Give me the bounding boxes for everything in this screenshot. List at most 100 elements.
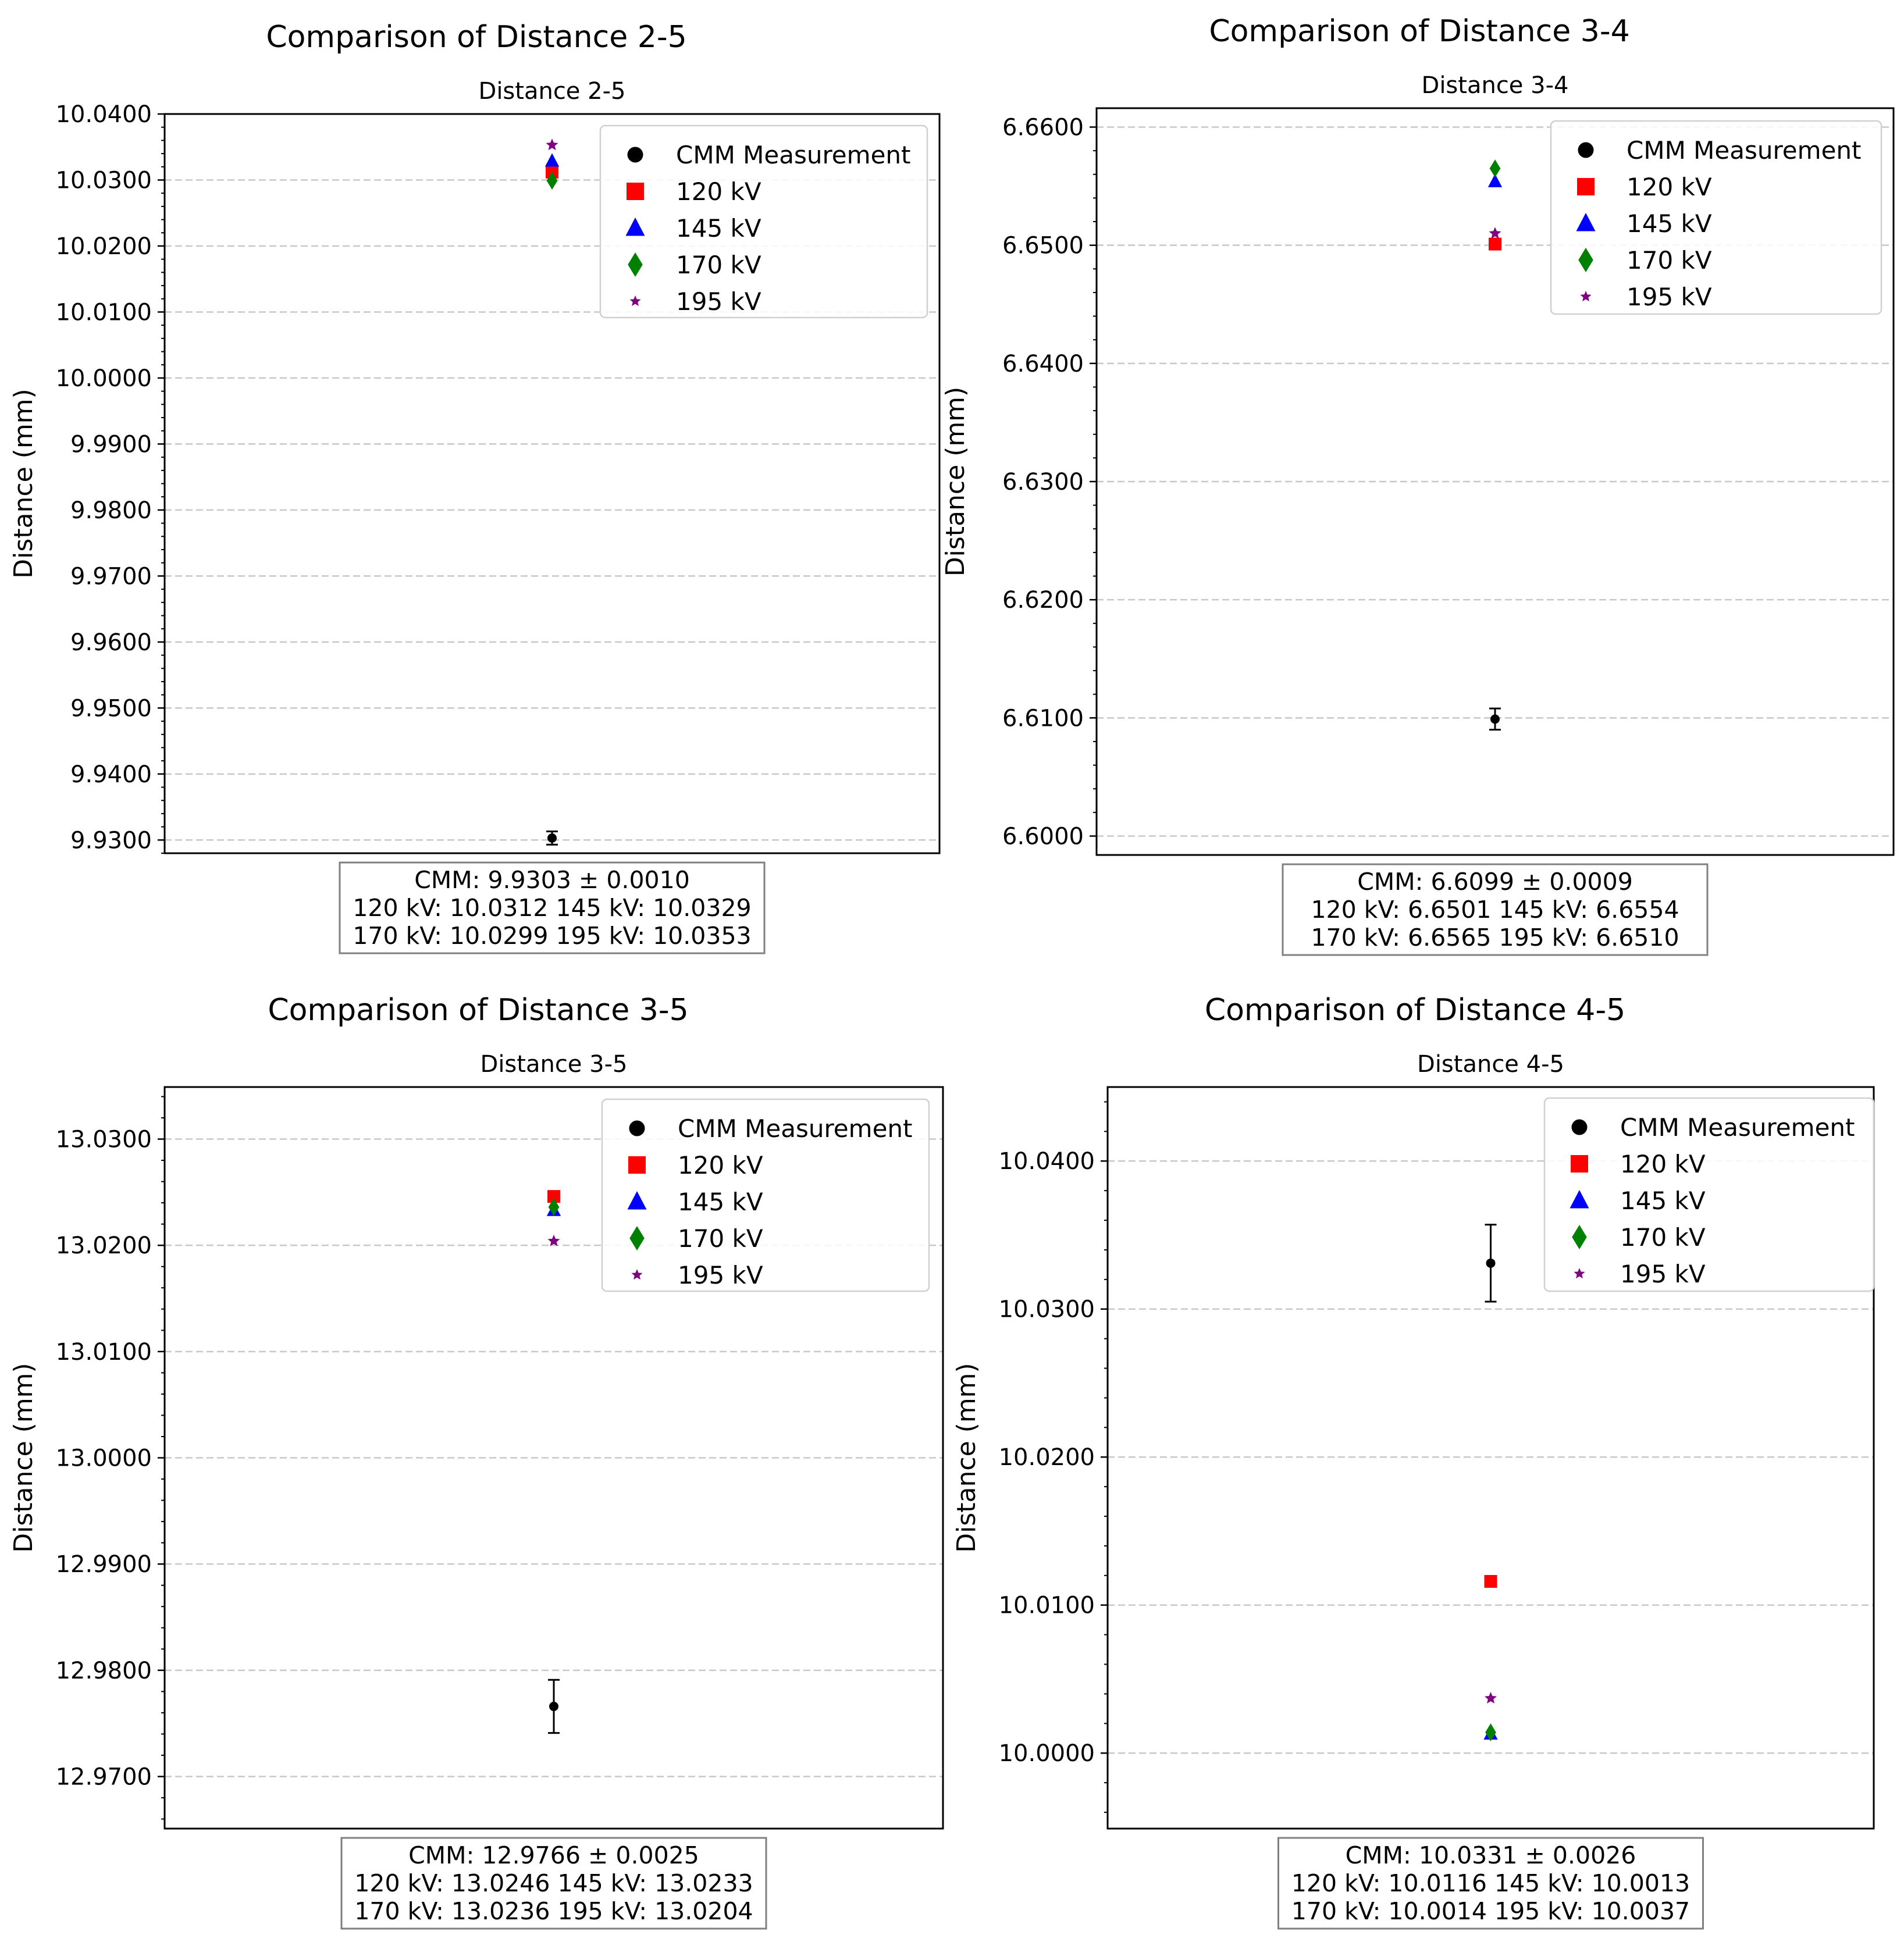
legend-marker — [1576, 213, 1596, 231]
summary-line: CMM: 12.9766 ± 0.0025 — [408, 1841, 699, 1869]
y-tick-label: 10.0400 — [56, 101, 152, 128]
point-145-kv — [544, 153, 560, 167]
cmm-point — [549, 1701, 558, 1711]
legend-marker — [1571, 1155, 1588, 1173]
point-170-kv — [546, 172, 558, 190]
legend-label: 145 kV — [676, 214, 761, 243]
legend-marker — [1574, 1268, 1585, 1279]
axes-frame — [1095, 107, 1895, 856]
legend-marker — [1578, 248, 1593, 272]
legend-label: 145 kV — [1627, 209, 1712, 238]
summary-line: 120 kV: 10.0116 145 kV: 10.0013 — [1291, 1869, 1690, 1897]
legend-label: 120 kV — [678, 1151, 763, 1180]
y-axis-label: Distance (mm) — [9, 1363, 38, 1552]
legend-label: 170 kV — [676, 251, 761, 279]
point-170-kv — [548, 1198, 560, 1216]
y-tick-label: 10.0000 — [999, 1740, 1095, 1767]
legend-marker — [628, 1156, 646, 1174]
summary-line: 120 kV: 13.0246 145 kV: 13.0233 — [354, 1869, 753, 1897]
y-tick-label: 6.6000 — [1002, 823, 1084, 850]
legend-label: 120 kV — [676, 177, 761, 206]
summary-box — [340, 1837, 767, 1930]
legend-label: 120 kV — [1620, 1150, 1706, 1178]
point-145-kv — [1487, 173, 1503, 187]
y-tick-label: 10.0200 — [56, 233, 152, 260]
y-tick-label: 9.9300 — [70, 827, 152, 854]
y-tick-label: 6.6500 — [1002, 233, 1084, 259]
y-tick-label: 10.0300 — [999, 1296, 1095, 1323]
y-tick-label: 9.9500 — [70, 695, 152, 722]
chart-panel-1: Comparison of Distance 2-5 Distance 2-5 9.… — [9, 20, 941, 954]
cmm-point — [1486, 1258, 1496, 1268]
y-tick-label: 12.9800 — [56, 1658, 152, 1684]
chart-panel-4: Comparison of Distance 4-5 Distance 4-5 10… — [952, 993, 1875, 1930]
y-tick-label: 6.6600 — [1002, 115, 1084, 141]
y-tick-label: 10.0000 — [56, 365, 152, 392]
y-tick-label: 12.9700 — [56, 1763, 152, 1790]
summary-box — [1282, 863, 1709, 956]
summary-line: 170 kV: 13.0236 195 kV: 13.0204 — [354, 1897, 753, 1925]
legend-marker — [628, 252, 643, 277]
summary-line: 120 kV: 6.6501 145 kV: 6.6554 — [1311, 896, 1679, 924]
y-tick-label: 10.0100 — [56, 299, 152, 326]
legend-marker — [629, 295, 641, 307]
y-tick-label: 9.9600 — [70, 629, 152, 656]
legend-marker — [1580, 291, 1592, 302]
chart-title: Distance 2-5 — [479, 78, 626, 105]
legend-label: 195 kV — [1620, 1260, 1706, 1288]
point-120-kv — [1484, 1575, 1497, 1588]
summary-line: CMM: 9.9303 ± 0.0010 — [414, 866, 690, 894]
legend-marker — [631, 1269, 643, 1280]
legend-label: 195 kV — [678, 1261, 763, 1289]
legend-box — [1550, 120, 1882, 315]
summary-line: 170 kV: 10.0299 195 kV: 10.0353 — [353, 922, 751, 950]
axes-frame — [163, 1086, 944, 1830]
legend-label: 195 kV — [676, 287, 761, 316]
point-170-kv — [1485, 1723, 1496, 1741]
legend-label: CMM Measurement — [1620, 1113, 1855, 1142]
chart-title: Distance 4-5 — [1417, 1051, 1564, 1078]
summary-box — [1277, 1837, 1704, 1930]
point-195-kv — [1489, 227, 1501, 239]
chart-suptitle: Comparison of Distance 2-5 — [266, 20, 686, 55]
y-tick-label: 9.9900 — [70, 431, 152, 458]
chart-panel-2: Comparison of Distance 3-4 Distance 3-4 6.… — [941, 14, 1895, 956]
y-tick-label: 6.6400 — [1002, 351, 1084, 377]
legend-box — [601, 1098, 930, 1292]
y-tick-label: 9.9400 — [70, 761, 152, 788]
chart-suptitle: Comparison of Distance 3-4 — [1209, 14, 1629, 49]
y-axis-label: Distance (mm) — [9, 389, 38, 578]
chart-title: Distance 3-5 — [481, 1051, 628, 1078]
axes-frame — [1106, 1086, 1875, 1830]
y-tick-label: 10.0300 — [56, 167, 152, 194]
y-tick-label: 6.6100 — [1002, 705, 1084, 732]
legend-label: CMM Measurement — [676, 141, 911, 169]
legend-box — [1543, 1097, 1875, 1292]
y-axis-label: Distance (mm) — [952, 1363, 981, 1552]
cmm-point — [547, 833, 557, 843]
legend-marker — [1577, 178, 1595, 195]
y-tick-label: 10.0400 — [999, 1148, 1095, 1175]
legend-marker — [627, 1191, 647, 1210]
legend-marker — [625, 218, 645, 236]
y-tick-label: 6.6300 — [1002, 469, 1084, 496]
chart-suptitle: Comparison of Distance 4-5 — [1205, 993, 1625, 1028]
chart-panel-3: Comparison of Distance 3-5 Distance 3-5 12… — [9, 993, 944, 1930]
legend-label: 145 kV — [678, 1188, 763, 1216]
y-tick-label: 6.6200 — [1002, 587, 1084, 614]
summary-line: 170 kV: 10.0014 195 kV: 10.0037 — [1291, 1897, 1690, 1925]
summary-line: CMM: 6.6099 ± 0.0009 — [1357, 868, 1633, 896]
legend-label: 120 kV — [1627, 173, 1712, 201]
y-tick-label: 13.0100 — [56, 1339, 152, 1366]
point-120-kv — [1489, 237, 1501, 251]
point-195-kv — [546, 138, 558, 151]
point-195-kv — [1485, 1692, 1497, 1704]
chart-suptitle: Comparison of Distance 3-5 — [268, 993, 688, 1028]
legend-marker — [627, 147, 643, 163]
cmm-point — [1490, 714, 1500, 724]
y-tick-label: 13.0300 — [56, 1127, 152, 1153]
legend-label: 145 kV — [1620, 1186, 1706, 1215]
summary-line: CMM: 10.0331 ± 0.0026 — [1346, 1841, 1636, 1869]
legend-marker — [629, 1226, 645, 1250]
